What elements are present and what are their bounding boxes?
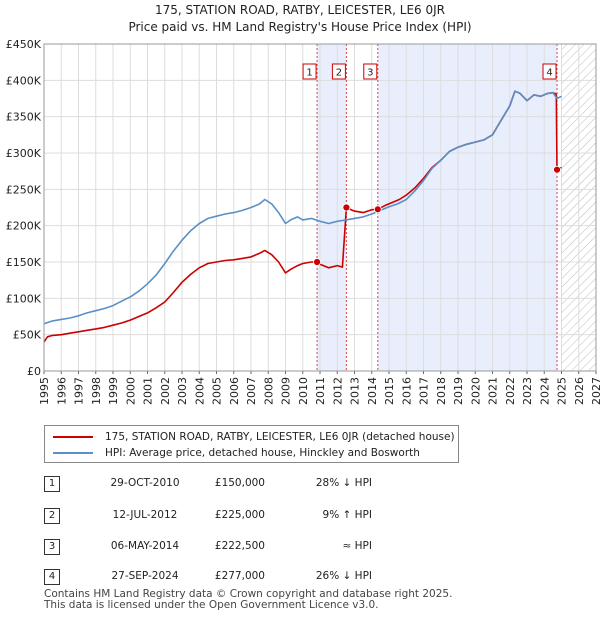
x-tick-label: 2023 [521, 377, 534, 405]
sale-date: 12-JUL-2012 [112, 509, 178, 521]
sale-point [313, 258, 321, 266]
x-tick-label: 2008 [262, 377, 275, 405]
x-tick-label: 2001 [142, 377, 155, 405]
legend-swatch-property [53, 436, 93, 438]
price-chart: 175, STATION ROAD, RATBY, LEICESTER, LE6… [6, 3, 600, 405]
x-tick-label: 2024 [538, 377, 551, 405]
sale-hpi-comparison: ≈ HPI [342, 540, 372, 552]
sale-period-band [317, 44, 347, 371]
sale-price: £150,000 [214, 477, 265, 489]
legend-label-hpi: HPI: Average price, detached house, Hinc… [105, 447, 420, 459]
sale-row: 2 12-JUL-2012 £225,000 9% ↑ HPI [0, 506, 600, 526]
x-tick-label: 2022 [504, 377, 517, 405]
sale-row: 4 27-SEP-2024 £277,000 26% ↓ HPI [0, 567, 600, 587]
chart-title: 175, STATION ROAD, RATBY, LEICESTER, LE6… [155, 3, 445, 17]
y-tick-label: £400K [6, 74, 42, 87]
x-tick-label: 2004 [193, 377, 206, 405]
sale-point [342, 203, 351, 212]
x-tick-label: 2013 [349, 377, 362, 405]
y-tick-label: £150K [6, 256, 42, 269]
sale-point [373, 205, 382, 214]
sale-label-number: 3 [367, 68, 373, 79]
x-tick-label: 2012 [331, 377, 344, 405]
chart-subtitle: Price paid vs. HM Land Registry's House … [128, 20, 471, 34]
x-tick-label: 2016 [400, 377, 413, 405]
x-tick-label: 2003 [176, 377, 189, 405]
x-tick-label: 2000 [124, 377, 137, 405]
x-tick-label: 2025 [556, 377, 569, 405]
x-tick-label: 2015 [383, 377, 396, 405]
legend-item-hpi: HPI: Average price, detached house, Hinc… [53, 446, 420, 460]
x-tick-label: 1995 [38, 377, 51, 405]
sale-price: £222,500 [214, 540, 265, 552]
y-tick-label: £300K [6, 147, 42, 160]
x-tick-label: 2017 [418, 377, 431, 405]
x-tick-label: 1996 [55, 377, 68, 405]
y-tick-label: £350K [6, 111, 42, 124]
sale-row: 1 29-OCT-2010 £150,000 28% ↓ HPI [0, 474, 600, 494]
x-tick-label: 2010 [297, 377, 310, 405]
sale-label-number: 2 [336, 68, 342, 79]
sale-hpi-comparison: 26% ↓ HPI [315, 570, 372, 582]
legend-item-property: 175, STATION ROAD, RATBY, LEICESTER, LE6… [53, 430, 455, 444]
sale-period-band [377, 44, 558, 371]
x-tick-label: 2018 [435, 377, 448, 405]
x-tick-label: 2009 [280, 377, 293, 405]
sale-label-number: 1 [306, 68, 312, 79]
x-tick-label: 2002 [159, 377, 172, 405]
x-tick-label: 2020 [469, 377, 482, 405]
x-tick-label: 2006 [228, 377, 241, 405]
sale-date: 29-OCT-2010 [110, 477, 180, 489]
sale-hpi-comparison: 28% ↓ HPI [315, 477, 372, 489]
sale-row: 3 06-MAY-2014 £222,500 ≈ HPI [0, 537, 600, 557]
attribution-footer: Contains HM Land Registry data © Crown c… [44, 589, 452, 611]
plot-frame [43, 43, 597, 372]
y-tick-label: £200K [6, 220, 42, 233]
sale-point [553, 165, 561, 174]
series-line-hpi [43, 90, 562, 325]
x-tick-label: 1998 [90, 377, 103, 405]
legend-swatch-hpi [53, 452, 93, 454]
x-tick-label: 2019 [452, 377, 465, 405]
y-tick-label: £100K [6, 292, 42, 305]
y-tick-label: £250K [6, 183, 42, 196]
attribution-line-2: This data is licensed under the Open Gov… [44, 599, 379, 611]
x-tick-label: 1999 [107, 377, 120, 405]
sale-price: £225,000 [214, 509, 265, 521]
sale-number-badge: 2 [44, 508, 60, 524]
sale-date: 27-SEP-2024 [111, 570, 179, 582]
sale-label-box [542, 63, 557, 80]
legend-label-property: 175, STATION ROAD, RATBY, LEICESTER, LE6… [105, 431, 455, 443]
sale-label-box [363, 63, 378, 80]
legend: 175, STATION ROAD, RATBY, LEICESTER, LE6… [44, 425, 459, 463]
y-tick-label: £0 [27, 365, 41, 378]
sale-number-badge: 1 [44, 476, 60, 492]
sale-price: £277,000 [214, 570, 265, 582]
x-tick-label: 2011 [314, 377, 327, 405]
x-tick-label: 2021 [487, 377, 500, 405]
sale-number-badge: 3 [44, 539, 60, 555]
sale-label-number: 4 [546, 68, 552, 79]
x-tick-label: 2026 [573, 377, 586, 405]
x-tick-label: 2007 [245, 377, 258, 405]
sale-label-box [331, 63, 346, 80]
x-tick-label: 2027 [590, 377, 600, 405]
sale-label-box [302, 63, 317, 80]
attribution-line-1: Contains HM Land Registry data © Crown c… [44, 588, 453, 600]
sale-date: 06-MAY-2014 [110, 540, 180, 552]
sale-hpi-comparison: 9% ↑ HPI [322, 509, 372, 521]
x-tick-label: 2005 [211, 377, 224, 405]
x-tick-label: 2014 [366, 377, 379, 405]
sale-number-badge: 4 [44, 569, 60, 585]
y-tick-label: £450K [6, 38, 42, 51]
x-tick-label: 1997 [73, 377, 86, 405]
y-tick-label: £50K [13, 329, 42, 342]
